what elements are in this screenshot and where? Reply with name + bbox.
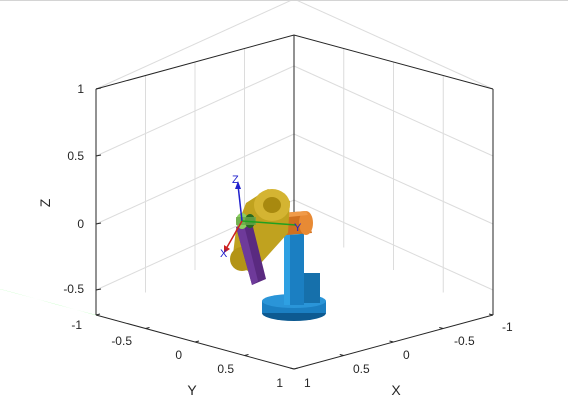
floor-tile [36,298,76,310]
floor-tile [0,288,17,294]
y-tick-label: 0.5 [217,362,234,376]
floor-tile [0,288,37,299]
y-tick-label: -1 [71,318,82,332]
floor-tile [0,288,37,299]
grid-line [95,133,295,225]
z-tick-label: 0 [77,217,84,231]
grid-line [95,65,295,157]
floor-tile [0,289,36,299]
floor-tile [35,298,76,310]
floor-tile [0,289,36,299]
floor-tile [56,304,96,315]
grid-line [293,65,494,157]
floor-tile [16,293,56,305]
floor-tile [36,298,76,310]
axis-ticks [95,87,494,370]
y-tick-label: 0 [175,348,182,362]
y-tick-label: -0.5 [111,334,132,348]
floor-tile [15,293,56,305]
y-tick-labels: -1 -0.5 0 0.5 1 [71,318,283,390]
axes-front [95,314,494,370]
z-tick-label: 1 [77,82,84,96]
floor-tile [55,304,96,315]
x-tick-label: -1 [502,320,513,334]
floor-tile [16,293,56,305]
grid-line [297,1,494,90]
grid-line [293,133,494,225]
z-axis-label: Z [37,198,53,207]
x-tick-label: 1 [304,376,311,390]
frame-label-z: Z [232,174,239,186]
floor-tile [35,298,76,310]
floor-tile [55,304,96,315]
x-tick [439,327,444,329]
y-tick [194,340,200,343]
floor-tile [35,298,76,310]
z-tick-label: 0.5 [67,149,84,163]
floor-tile [56,304,96,315]
floor-tile [15,293,56,305]
y-tick-label: 1 [276,376,283,390]
grid-line [293,199,494,291]
frame-label-y: Y [294,222,302,234]
axes-box-back [95,1,494,315]
z-tick [95,288,102,291]
y-tick [145,327,150,329]
floor-tile [16,293,56,305]
x-tick-labels: -1 -0.5 0 0.5 1 [304,320,513,390]
floor-tile [0,289,36,299]
frame-label-x: X [220,248,228,260]
floor-tile [36,298,76,310]
floor-tile [55,304,96,315]
floor-tile [55,304,96,315]
z-tick [95,154,102,157]
robot-link-forearm [236,223,266,285]
x-tick-label: 0 [403,348,410,362]
x-tick [339,354,344,356]
y-tick [95,313,101,316]
x-tick-label: 0.5 [353,362,370,376]
y-tick [244,354,249,356]
y-tick [293,367,299,370]
floor-tile [16,293,57,305]
floor-tile [55,304,96,315]
y-axis-label: Y [187,382,197,398]
floor-tile [56,304,96,315]
floor-tile [36,298,76,310]
floor-tile [0,289,16,294]
x-tick-label: -0.5 [454,334,475,348]
floor-tile [0,289,17,294]
grid-line [95,1,291,90]
floor-tile [35,298,76,310]
z-tick-label: -0.5 [63,282,84,296]
floor-tile [0,288,17,294]
floor-tile [16,293,56,305]
x-tick [389,340,394,343]
floor-tile [0,289,16,294]
x-axis-label: X [391,382,401,398]
x-tick [488,313,494,316]
z-tick [95,222,102,225]
x-tick [289,367,295,370]
floor-tile [55,304,96,315]
z-tick [95,87,102,90]
z-tick-labels: -0.5 0 0.5 1 [63,82,84,296]
end-effector-frame: Z Y X [220,174,302,260]
floor-tile [0,289,36,299]
